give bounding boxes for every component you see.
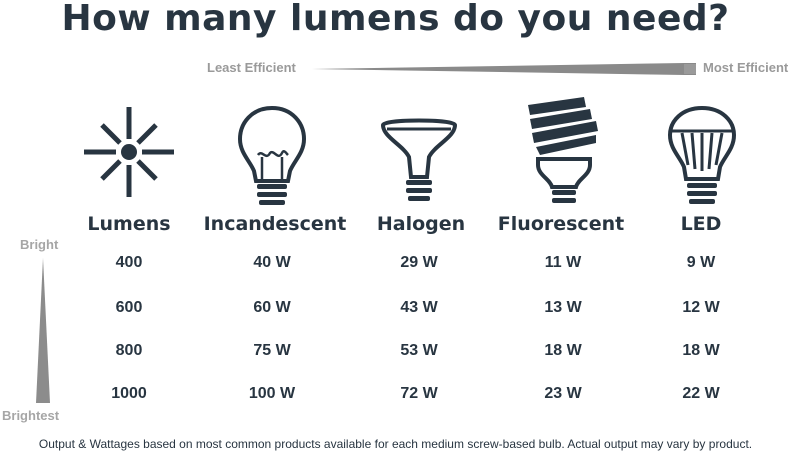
incandescent-bulb-icon [236,105,308,209]
table-cell: 1000 [69,385,189,403]
table-cell: 13 W [503,299,623,317]
table-cell: 75 W [212,342,332,360]
table-cell: 9 W [641,254,761,272]
table-cell: 23 W [503,385,623,403]
efficiency-gradient-bar [312,63,696,75]
footnote: Output & Wattages based on most common p… [0,437,791,451]
table-cell: 53 W [359,342,479,360]
least-efficient-label: Least Efficient [207,60,296,75]
brightest-label: Brightest [2,408,59,423]
table-cell: 12 W [641,299,761,317]
halogen-bulb-icon [377,115,461,207]
table-cell: 11 W [503,254,623,272]
table-cell: 18 W [503,342,623,360]
table-cell: 72 W [359,385,479,403]
led-bulb-icon [666,105,738,209]
column-header-lumens: Lumens [44,213,214,235]
table-cell: 29 W [359,254,479,272]
table-cell: 100 W [212,385,332,403]
table-cell: 18 W [641,342,761,360]
cfl-bulb-icon [524,95,604,209]
table-cell: 40 W [212,254,332,272]
sun-burst-icon [82,105,176,199]
table-cell: 400 [69,254,189,272]
most-efficient-label: Most Efficient [703,60,788,75]
table-cell: 22 W [641,385,761,403]
column-header-incandescent: Incandescent [190,213,360,235]
brightness-gradient-bar [36,258,50,403]
page-title: How many lumens do you need? [0,0,791,39]
table-cell: 60 W [212,299,332,317]
table-cell: 43 W [359,299,479,317]
bright-label: Bright [20,237,58,252]
table-cell: 600 [69,299,189,317]
column-header-led: LED [616,213,786,235]
table-cell: 800 [69,342,189,360]
